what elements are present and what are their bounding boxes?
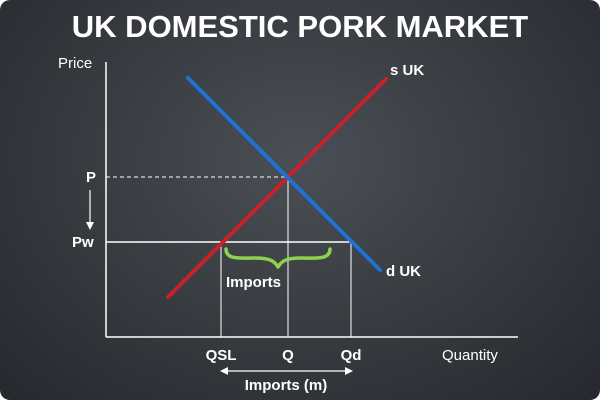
supply-curve-label: s UK bbox=[390, 62, 424, 79]
qsl-label: QSL bbox=[206, 347, 237, 364]
imports-range-label: Imports (m) bbox=[245, 377, 328, 394]
diagram-title: UK DOMESTIC PORK MARKET bbox=[72, 9, 528, 44]
world-price-label: Pw bbox=[72, 234, 94, 251]
demand-curve bbox=[186, 76, 382, 272]
imports-brace bbox=[224, 247, 332, 269]
domestic-price-label: P bbox=[86, 169, 96, 186]
qd-label: Qd bbox=[341, 347, 362, 364]
demand-curve-label: d UK bbox=[386, 263, 421, 280]
y-axis-label: Price bbox=[58, 55, 92, 72]
x-axis-label: Quantity bbox=[442, 347, 498, 364]
imports-brace-label: Imports bbox=[226, 274, 281, 291]
q-label: Q bbox=[282, 347, 294, 364]
supply-curve bbox=[166, 77, 388, 299]
